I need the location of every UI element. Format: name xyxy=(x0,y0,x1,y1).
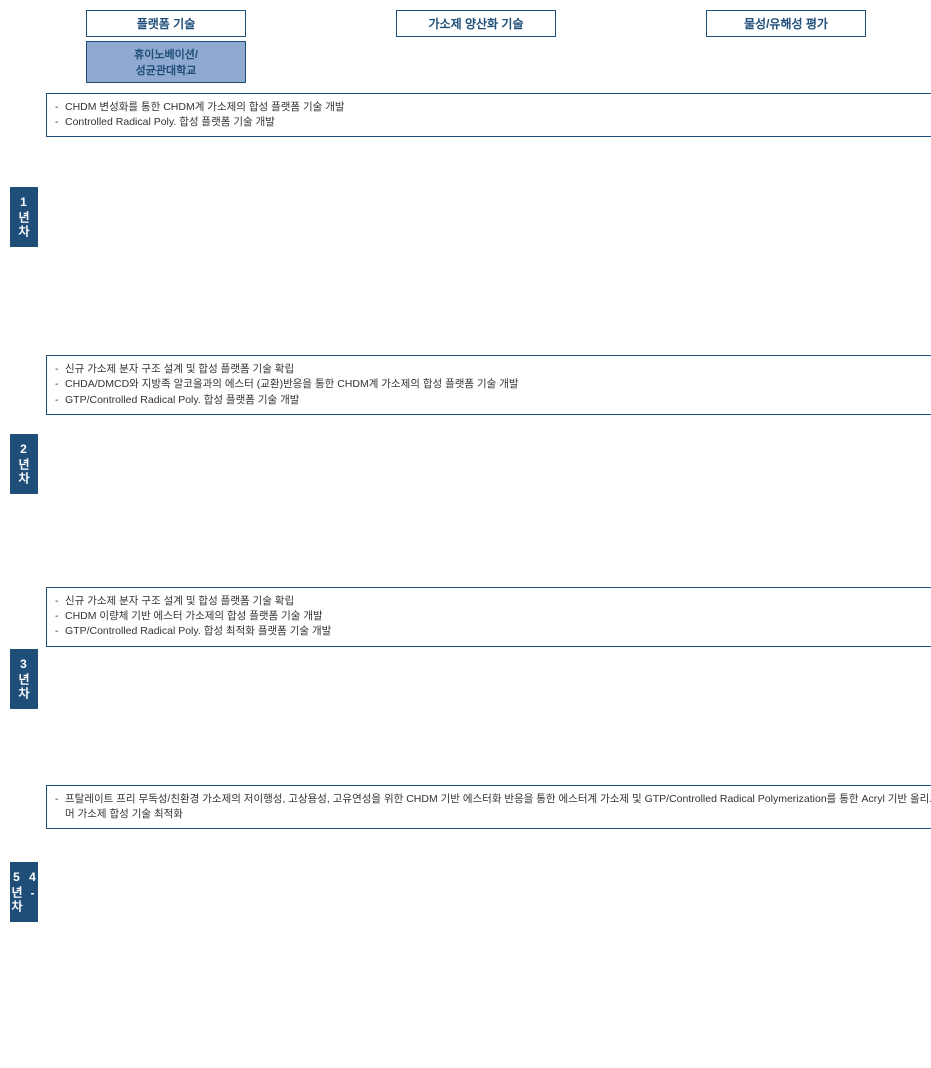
col-a-title: 플랫폼 기술 xyxy=(86,10,246,37)
col-c-title: 물성/유해성 평가 xyxy=(706,10,866,37)
item-list: CHDM 변성화를 통한 CHDM계 가소제의 합성 플랫폼 기술 개발Cont… xyxy=(55,100,931,130)
col-a-subtitle: 휴이노베이션/ 성균관대학교 xyxy=(86,41,246,83)
year-row: 4-5년차프탈레이트 프리 무독성/친환경 가소제의 저이행성, 고상용성, 고… xyxy=(10,785,921,1000)
item-list: 신규 가소제 분자 구조 설계 및 합성 플랫폼 기술 확립CHDM 이량체 기… xyxy=(55,594,931,640)
list-item: CHDA/DMCD와 지방족 알코올과의 에스터 (교환)반응을 통한 CHDM… xyxy=(55,377,931,392)
year-label: 3년차 xyxy=(10,649,38,709)
year-row: 2년차신규 가소제 분자 구조 설계 및 합성 플랫폼 기술 확립CHDA/DM… xyxy=(10,355,921,573)
platform-box: CHDM 변성화를 통한 CHDM계 가소제의 합성 플랫폼 기술 개발Cont… xyxy=(46,93,931,137)
year-label: 2년차 xyxy=(10,434,38,494)
platform-box: 신규 가소제 분자 구조 설계 및 합성 플랫폼 기술 확립CHDA/DMCD와… xyxy=(46,355,931,415)
list-item: 신규 가소제 분자 구조 설계 및 합성 플랫폼 기술 확립 xyxy=(55,594,931,609)
col-b-title: 가소제 양산화 기술 xyxy=(396,10,556,37)
platform-box: 신규 가소제 분자 구조 설계 및 합성 플랫폼 기술 확립CHDM 이량체 기… xyxy=(46,587,931,647)
year-row: 3년차신규 가소제 분자 구조 설계 및 합성 플랫폼 기술 확립CHDM 이량… xyxy=(10,587,921,771)
year-row: 1년차CHDM 변성화를 통한 CHDM계 가소제의 합성 플랫폼 기술 개발C… xyxy=(10,93,921,341)
list-item: Controlled Radical Poly. 합성 플랫폼 기술 개발 xyxy=(55,115,931,130)
list-item: GTP/Controlled Radical Poly. 합성 최적화 플랫폼 … xyxy=(55,624,931,639)
item-list: 프탈레이트 프리 무독성/친환경 가소제의 저이행성, 고상용성, 고유연성을 … xyxy=(55,792,931,822)
list-item: 신규 가소제 분자 구조 설계 및 합성 플랫폼 기술 확립 xyxy=(55,362,931,377)
item-list: 신규 가소제 분자 구조 설계 및 합성 플랫폼 기술 확립CHDA/DMCD와… xyxy=(55,362,931,408)
list-item: GTP/Controlled Radical Poly. 합성 플랫폼 기술 개… xyxy=(55,393,931,408)
list-item: CHDM 이량체 기반 에스터 가소제의 합성 플랫폼 기술 개발 xyxy=(55,609,931,624)
list-item: 프탈레이트 프리 무독성/친환경 가소제의 저이행성, 고상용성, 고유연성을 … xyxy=(55,792,931,822)
year-label: 4-5년차 xyxy=(10,862,38,922)
year-label: 1년차 xyxy=(10,187,38,247)
platform-box: 프탈레이트 프리 무독성/친환경 가소제의 저이행성, 고상용성, 고유연성을 … xyxy=(46,785,931,829)
column-headers: 플랫폼 기술 휴이노베이션/ 성균관대학교 가소제 양산화 기술 물성/유해성 … xyxy=(10,10,921,87)
list-item: CHDM 변성화를 통한 CHDM계 가소제의 합성 플랫폼 기술 개발 xyxy=(55,100,931,115)
